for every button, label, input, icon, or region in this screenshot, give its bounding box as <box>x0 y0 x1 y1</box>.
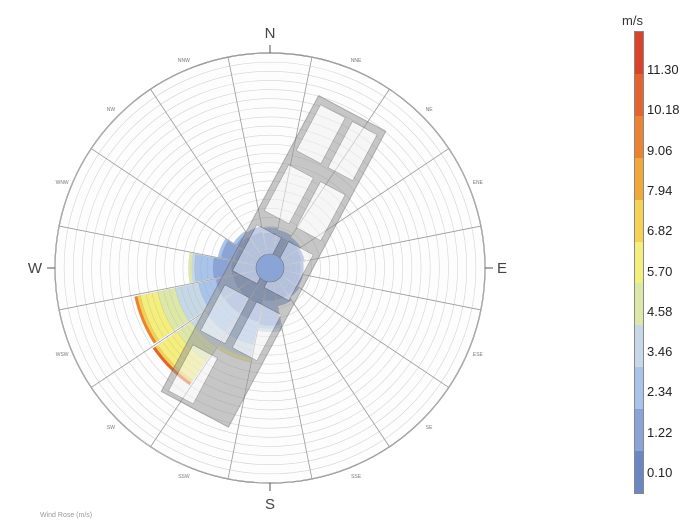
legend-swatch <box>635 73 643 116</box>
rose-sector-spoke <box>91 148 259 261</box>
direction-label-se: SE <box>426 425 433 431</box>
legend-tick-label: 10.18 <box>647 102 680 118</box>
direction-label-sse: SSE <box>351 474 362 480</box>
legend-tick-label: 1.22 <box>647 424 673 440</box>
rose-sector-spoke <box>277 279 390 447</box>
building-block <box>231 301 282 362</box>
direction-label-s: S <box>265 496 275 513</box>
rose-grid-ring <box>155 153 385 383</box>
rose-bar-nw <box>233 231 247 245</box>
legend-swatch <box>635 115 643 158</box>
direction-label-nw: NW <box>107 107 116 113</box>
building-block <box>200 284 250 345</box>
rose-center-hub <box>255 253 285 283</box>
rose-bar-wsw <box>134 296 157 344</box>
legend-tick-label: 4.58 <box>647 303 673 319</box>
direction-label-ese: ESE <box>473 352 484 358</box>
legend-tick-label: 0.10 <box>647 465 673 480</box>
rose-bar-w <box>188 253 193 283</box>
legend-swatch <box>635 283 643 326</box>
legend-tick-label: 2.34 <box>647 384 673 400</box>
legend-swatch <box>635 32 643 74</box>
direction-label-wnw: WNW <box>56 180 69 186</box>
rose-bar-segment <box>200 255 209 281</box>
legend-swatch <box>635 325 643 368</box>
legend-unit-label: m/s <box>622 13 643 28</box>
legend-swatch <box>635 199 643 242</box>
rose-grid-ring <box>82 80 458 456</box>
building-block <box>295 104 346 165</box>
legend-tick-label: 7.94 <box>647 182 673 198</box>
rose-sector-spoke <box>150 89 263 257</box>
rose-bar-segment <box>212 257 221 279</box>
rose-grid-ring <box>127 125 413 411</box>
legend-tick-label: 5.70 <box>647 263 673 279</box>
direction-label-e: E <box>497 260 507 277</box>
rose-grid-ring <box>91 89 449 447</box>
rose-sector-spoke <box>281 275 449 388</box>
direction-label-sw: SW <box>107 425 115 431</box>
direction-label-nnw: NNW <box>178 58 190 64</box>
direction-label-n: N <box>265 25 276 42</box>
rose-sector-spoke <box>59 225 257 266</box>
rose-bar-segment <box>151 291 175 335</box>
rose-bar-segment <box>174 286 194 322</box>
building-block <box>295 181 346 242</box>
rose-grid-ring <box>146 144 394 392</box>
rose-bar-segment <box>206 256 215 280</box>
chart-caption: Wind Rose (m/s) <box>40 512 93 519</box>
legend-tick-label: 6.82 <box>647 223 673 239</box>
legend-swatch <box>635 451 643 494</box>
legend-tick-label: 3.46 <box>647 344 673 360</box>
rose-bar-segment <box>169 287 189 325</box>
rose-grid-ring <box>63 61 477 475</box>
legend-swatch <box>635 409 643 452</box>
building-block <box>168 344 219 405</box>
rose-grid-ring <box>136 134 404 402</box>
rose-grid-ring <box>173 171 367 365</box>
rose-grid-ring <box>109 107 431 429</box>
direction-label-wsw: WSW <box>56 352 69 358</box>
direction-label-nne: NNE <box>351 58 362 64</box>
legend-swatch <box>635 157 643 200</box>
rose-grid-ring <box>118 116 422 420</box>
direction-label-w: W <box>28 260 43 277</box>
direction-label-ne: NE <box>426 107 434 113</box>
rose-grid-ring <box>164 162 376 374</box>
direction-label-ssw: SSW <box>178 474 190 480</box>
direction-label-ene: ENE <box>473 180 484 186</box>
rose-grid-ring <box>72 70 468 466</box>
building-block <box>263 164 314 225</box>
rose-sector-spoke <box>283 270 481 311</box>
rose-grid-ring <box>100 98 440 438</box>
legend-swatch <box>635 241 643 284</box>
rose-bar-segment <box>194 254 203 282</box>
rose-bar-segment <box>145 292 170 338</box>
legend-tick-label: 9.06 <box>647 142 673 158</box>
rose-bar-wnw <box>218 239 228 258</box>
legend-tick-label: 11.30 <box>647 62 679 77</box>
building-block <box>327 121 378 182</box>
rose-grid-ring <box>182 180 358 356</box>
rose-bar-segment <box>223 241 236 260</box>
legend-swatch <box>635 367 643 410</box>
color-legend-bar <box>634 31 644 494</box>
